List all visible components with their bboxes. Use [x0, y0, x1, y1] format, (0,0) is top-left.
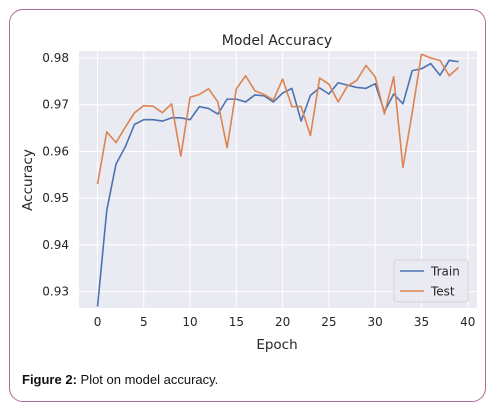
- caption-text: Plot on model accuracy.: [76, 372, 219, 387]
- legend-label-test: Test: [430, 285, 455, 299]
- y-tick-label: 0.96: [42, 144, 69, 158]
- x-tick-label: 5: [140, 315, 148, 329]
- train-line: [96, 59, 459, 307]
- chart-title: Model Accuracy: [222, 33, 332, 49]
- x-tick-label: 10: [182, 315, 197, 329]
- y-tick-label: 0.95: [42, 191, 69, 205]
- legend-label-train: Train: [430, 265, 460, 279]
- series-lines: [96, 53, 460, 307]
- y-axis-label: Accuracy: [20, 149, 36, 211]
- x-tick-label: 30: [368, 315, 383, 329]
- y-tick-label: 0.93: [42, 285, 69, 299]
- tick-labels: 0 5 10 15 20 25 30 35 40 0.93 0.94 0.95 0.96 0.97 0.98: [42, 51, 475, 329]
- x-tick-label: 25: [321, 315, 336, 329]
- x-tick-label: 15: [229, 315, 244, 329]
- x-tick-label: 0: [94, 315, 102, 329]
- figure-caption: Figure 2: Plot on model accuracy.: [22, 372, 218, 387]
- y-tick-label: 0.98: [42, 51, 69, 65]
- caption-label: Figure 2:: [22, 372, 77, 387]
- legend: Train Test: [393, 259, 469, 303]
- x-tick-label: 20: [275, 315, 290, 329]
- x-axis-label: Epoch: [256, 337, 297, 353]
- x-tick-label: 40: [460, 315, 475, 329]
- x-tick-label: 35: [414, 315, 429, 329]
- y-tick-label: 0.97: [42, 98, 69, 112]
- y-tick-label: 0.94: [42, 238, 69, 252]
- test-line: [96, 53, 460, 185]
